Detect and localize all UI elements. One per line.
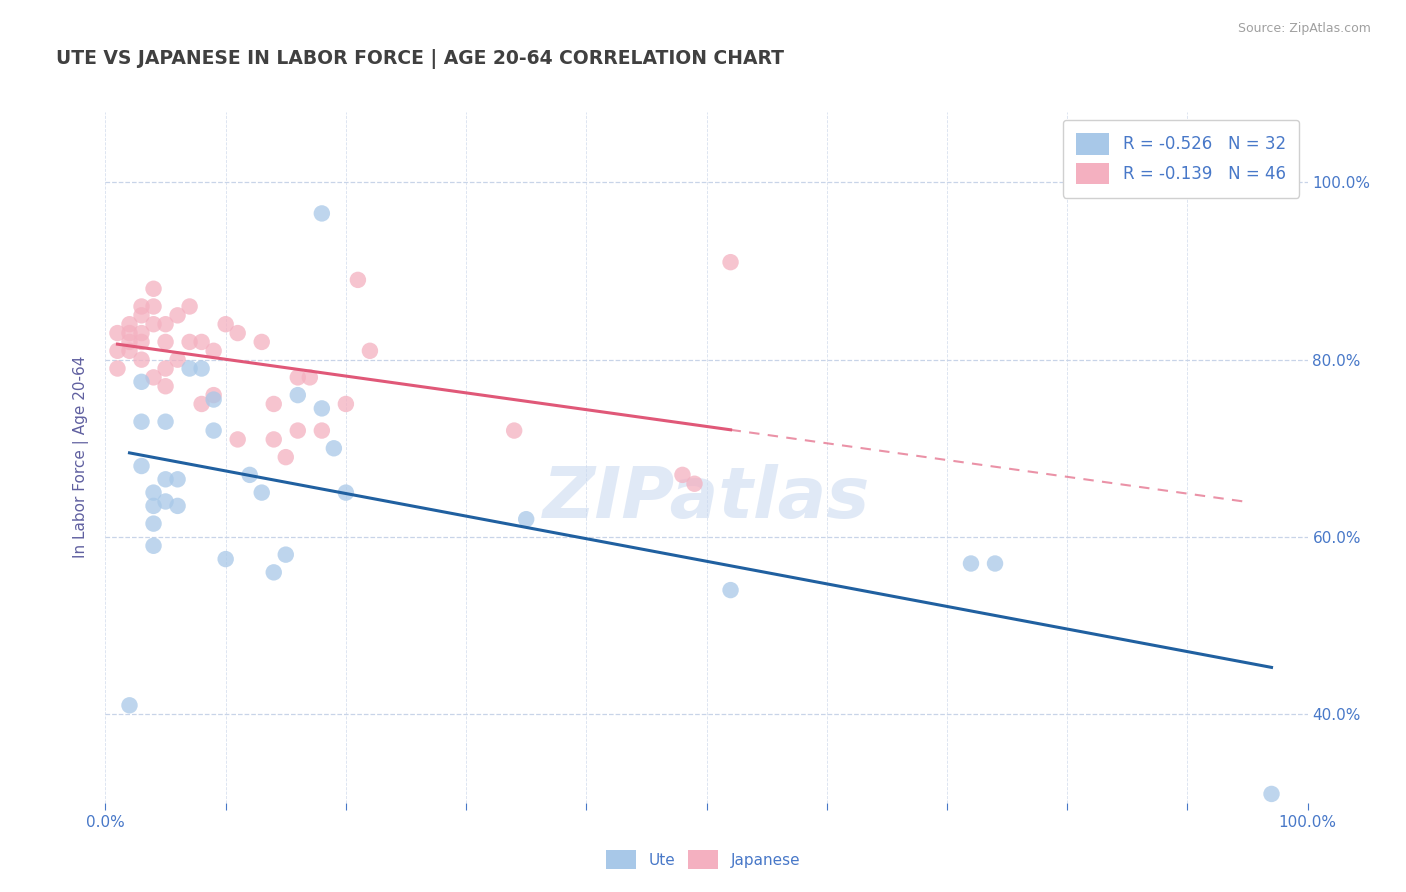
Point: [118, 698, 141, 713]
Point: [250, 334, 273, 349]
Point: [250, 485, 273, 500]
Point: [142, 499, 165, 513]
Point: [984, 557, 1007, 571]
Point: [131, 375, 153, 389]
Text: Source: ZipAtlas.com: Source: ZipAtlas.com: [1237, 22, 1371, 36]
Y-axis label: In Labor Force | Age 20-64: In Labor Force | Age 20-64: [73, 356, 90, 558]
Point: [107, 343, 129, 358]
Point: [202, 388, 225, 402]
Point: [263, 433, 285, 447]
Point: [311, 206, 333, 220]
Point: [960, 557, 983, 571]
Point: [287, 424, 309, 438]
Point: [131, 352, 153, 367]
Point: [311, 424, 333, 438]
Point: [311, 401, 333, 416]
Point: [107, 361, 129, 376]
Point: [515, 512, 537, 526]
Point: [263, 397, 285, 411]
Point: [263, 566, 285, 580]
Point: [683, 476, 706, 491]
Point: [166, 309, 188, 323]
Point: [202, 424, 225, 438]
Point: [179, 300, 201, 314]
Point: [720, 255, 742, 269]
Point: [720, 583, 742, 598]
Point: [142, 317, 165, 331]
Point: [274, 548, 297, 562]
Point: [287, 388, 309, 402]
Text: ZIPatlas: ZIPatlas: [543, 464, 870, 533]
Point: [142, 485, 165, 500]
Text: UTE VS JAPANESE IN LABOR FORCE | AGE 20-64 CORRELATION CHART: UTE VS JAPANESE IN LABOR FORCE | AGE 20-…: [56, 49, 785, 69]
Point: [190, 361, 212, 376]
Point: [131, 300, 153, 314]
Point: [214, 317, 236, 331]
Point: [274, 450, 297, 465]
Point: [202, 343, 225, 358]
Point: [166, 499, 188, 513]
Point: [287, 370, 309, 384]
Point: [1260, 787, 1282, 801]
Point: [142, 300, 165, 314]
Point: [155, 334, 177, 349]
Point: [359, 343, 381, 358]
Point: [239, 467, 262, 482]
Point: [142, 539, 165, 553]
Point: [202, 392, 225, 407]
Point: [107, 326, 129, 340]
Point: [142, 370, 165, 384]
Point: [166, 352, 188, 367]
Point: [118, 317, 141, 331]
Point: [335, 485, 357, 500]
Point: [131, 309, 153, 323]
Point: [155, 494, 177, 508]
Point: [347, 273, 370, 287]
Legend: R = -0.526   N = 32, R = -0.139   N = 46: R = -0.526 N = 32, R = -0.139 N = 46: [1063, 120, 1299, 198]
Point: [226, 433, 249, 447]
Point: [131, 458, 153, 473]
Point: [155, 317, 177, 331]
Point: [671, 467, 693, 482]
Point: [155, 361, 177, 376]
Point: [190, 334, 212, 349]
Point: [226, 326, 249, 340]
Point: [118, 334, 141, 349]
Point: [503, 424, 526, 438]
Point: [179, 334, 201, 349]
Point: [322, 442, 344, 456]
Point: [298, 370, 321, 384]
Point: [166, 472, 188, 486]
Point: [155, 379, 177, 393]
Point: [118, 326, 141, 340]
Legend: Ute, Japanese: Ute, Japanese: [600, 844, 806, 875]
Point: [179, 361, 201, 376]
Point: [142, 516, 165, 531]
Point: [131, 326, 153, 340]
Point: [118, 343, 141, 358]
Point: [131, 334, 153, 349]
Point: [155, 472, 177, 486]
Point: [214, 552, 236, 566]
Point: [335, 397, 357, 411]
Point: [155, 415, 177, 429]
Point: [190, 397, 212, 411]
Point: [142, 282, 165, 296]
Point: [131, 415, 153, 429]
